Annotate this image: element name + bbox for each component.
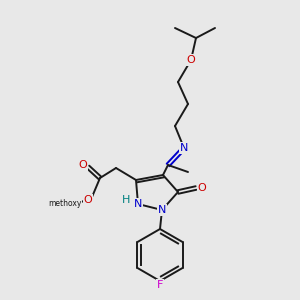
- Text: N: N: [134, 199, 142, 209]
- Text: O: O: [84, 195, 92, 205]
- Text: H: H: [122, 195, 130, 205]
- Text: O: O: [187, 55, 195, 65]
- Text: methoxy: methoxy: [48, 200, 82, 208]
- Text: O: O: [79, 160, 87, 170]
- Text: F: F: [157, 280, 163, 290]
- Text: N: N: [158, 205, 166, 215]
- Text: O: O: [198, 183, 206, 193]
- Text: N: N: [180, 143, 188, 153]
